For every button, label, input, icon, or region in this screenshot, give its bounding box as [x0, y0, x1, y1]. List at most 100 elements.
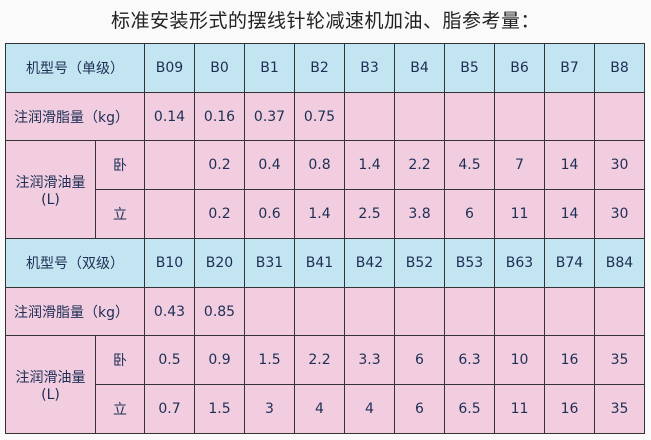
double-grease-row: 注润滑脂量（kg） 0.43 0.85: [5, 287, 645, 336]
model-cell: B3: [344, 43, 395, 93]
grease-cell: 0.85: [194, 287, 245, 336]
model-cell: B41: [294, 238, 345, 288]
oil-vertical-cell: 1.4: [294, 189, 345, 239]
oil-vertical-cell: 4: [294, 384, 345, 434]
oil-vertical-cell: 3.8: [394, 189, 445, 239]
horizontal-label: 卧: [95, 140, 145, 190]
grease-cell: [394, 287, 445, 336]
double-oil-horizontal-row: 注润滑油量 (L) 卧 0.5 0.9 1.5 2.2 3.3 6 6.3 10 16 35: [5, 335, 645, 434]
oil-horizontal-cell: 0.4: [244, 140, 295, 190]
oil-vertical-cell: 0.7: [144, 384, 195, 434]
oil-horizontal-cell: 10: [494, 335, 545, 385]
page-title: 标准安装形式的摆线针轮减速机加油、脂参考量：: [110, 10, 540, 32]
grease-label: 注润滑脂量（kg）: [5, 92, 145, 141]
oil-horizontal-cell: 35: [594, 335, 645, 385]
horizontal-label: 卧: [95, 335, 145, 385]
oil-vertical-cell: 11: [494, 384, 545, 434]
grease-cell: 0.14: [144, 92, 195, 141]
grease-cell: 0.16: [194, 92, 245, 141]
model-cell: B63: [494, 238, 545, 288]
oil-horizontal-cell: 3.3: [344, 335, 395, 385]
grease-cell: [444, 92, 495, 141]
oil-horizontal-cell: 0.8: [294, 140, 345, 190]
model-cell: B53: [444, 238, 495, 288]
oil-horizontal-cell: 16: [544, 335, 595, 385]
oil-horizontal-cell: 1.5: [244, 335, 295, 385]
oil-horizontal-cell: [144, 140, 195, 190]
vertical-label: 立: [95, 189, 145, 239]
model-header-label: 机型号（单级）: [5, 43, 145, 93]
model-cell: B20: [194, 238, 245, 288]
grease-cell: [344, 287, 395, 336]
oil-vertical-cell: 2.5: [344, 189, 395, 239]
oil-vertical-cell: 6.5: [444, 384, 495, 434]
oil-horizontal-cell: 6.3: [444, 335, 495, 385]
oil-label-text: 注润滑油量: [15, 369, 86, 386]
oil-vertical-cell: 1.5: [194, 384, 245, 434]
grease-cell: [544, 92, 595, 141]
grease-cell: [594, 287, 645, 336]
model-cell: B0: [194, 43, 245, 93]
grease-cell: [494, 287, 545, 336]
model-cell: B31: [244, 238, 295, 288]
model-cell: B7: [544, 43, 595, 93]
double-header-row: 机型号（双级） B10 B20 B31 B41 B42 B52 B53 B63 B74 B84: [5, 238, 645, 288]
oil-vertical-cell: 16: [544, 384, 595, 434]
grease-cell: [294, 287, 345, 336]
grease-cell: [594, 92, 645, 141]
oil-label: 注润滑油量 (L): [5, 335, 96, 434]
grease-cell: [544, 287, 595, 336]
model-cell: B4: [394, 43, 445, 93]
oil-vertical-cell: [144, 189, 195, 239]
grease-cell: 0.43: [144, 287, 195, 336]
oil-vertical-cell: 3: [244, 384, 295, 434]
grease-cell: 0.75: [294, 92, 345, 141]
oil-vertical-cell: 14: [544, 189, 595, 239]
oil-vertical-cell: 0.2: [194, 189, 245, 239]
oil-horizontal-cell: 0.5: [144, 335, 195, 385]
single-oil-horizontal-row: 注润滑油量 (L) 卧 0.2 0.4 0.8 1.4 2.2 4.5 7 14 30: [5, 140, 645, 239]
oil-horizontal-cell: 0.9: [194, 335, 245, 385]
oil-horizontal-cell: 30: [594, 140, 645, 190]
oil-horizontal-cell: 7: [494, 140, 545, 190]
single-oil-vertical-row: 立 0.2 0.6 1.4 2.5 3.8 6 11 14 30: [6, 189, 645, 239]
model-cell: B10: [144, 238, 195, 288]
oil-unit: (L): [41, 191, 60, 208]
grease-cell: 0.37: [244, 92, 295, 141]
oil-horizontal-cell: 4.5: [444, 140, 495, 190]
model-cell: B52: [394, 238, 445, 288]
oil-horizontal-cell: 14: [544, 140, 595, 190]
oil-vertical-cell: 35: [594, 384, 645, 434]
model-cell: B74: [544, 238, 595, 288]
grease-cell: [494, 92, 545, 141]
lubrication-table: 机型号（单级） B09 B0 B1 B2 B3 B4 B5 B6 B7 B8 注润滑脂量（kg） 0.1…: [5, 43, 645, 434]
oil-vertical-cell: 6: [394, 384, 445, 434]
oil-vertical-cell: 6: [444, 189, 495, 239]
oil-horizontal-cell: 2.2: [394, 140, 445, 190]
grease-label: 注润滑脂量（kg）: [5, 287, 145, 336]
oil-horizontal-cell: 0.2: [194, 140, 245, 190]
model-cell: B5: [444, 43, 495, 93]
oil-horizontal-cell: 1.4: [344, 140, 395, 190]
grease-cell: [444, 287, 495, 336]
oil-unit: (L): [41, 386, 60, 403]
model-cell: B2: [294, 43, 345, 93]
single-header-row: 机型号（单级） B09 B0 B1 B2 B3 B4 B5 B6 B7 B8: [5, 43, 645, 93]
oil-label: 注润滑油量 (L): [5, 140, 96, 239]
model-cell: B1: [244, 43, 295, 93]
oil-horizontal-cell: 6: [394, 335, 445, 385]
grease-cell: [344, 92, 395, 141]
model-cell: B09: [144, 43, 195, 93]
grease-cell: [394, 92, 445, 141]
model-cell: B42: [344, 238, 395, 288]
double-oil-vertical-row: 立 0.7 1.5 3 4 4 6 6.5 11 16 35: [6, 384, 645, 434]
vertical-label: 立: [95, 384, 145, 434]
model-cell: B6: [494, 43, 545, 93]
oil-vertical-cell: 11: [494, 189, 545, 239]
model-header-label: 机型号（双级）: [5, 238, 145, 288]
model-cell: B84: [594, 238, 645, 288]
oil-vertical-cell: 30: [594, 189, 645, 239]
oil-label-text: 注润滑油量: [15, 174, 86, 191]
single-grease-row: 注润滑脂量（kg） 0.14 0.16 0.37 0.75: [5, 92, 645, 141]
model-cell: B8: [594, 43, 645, 93]
